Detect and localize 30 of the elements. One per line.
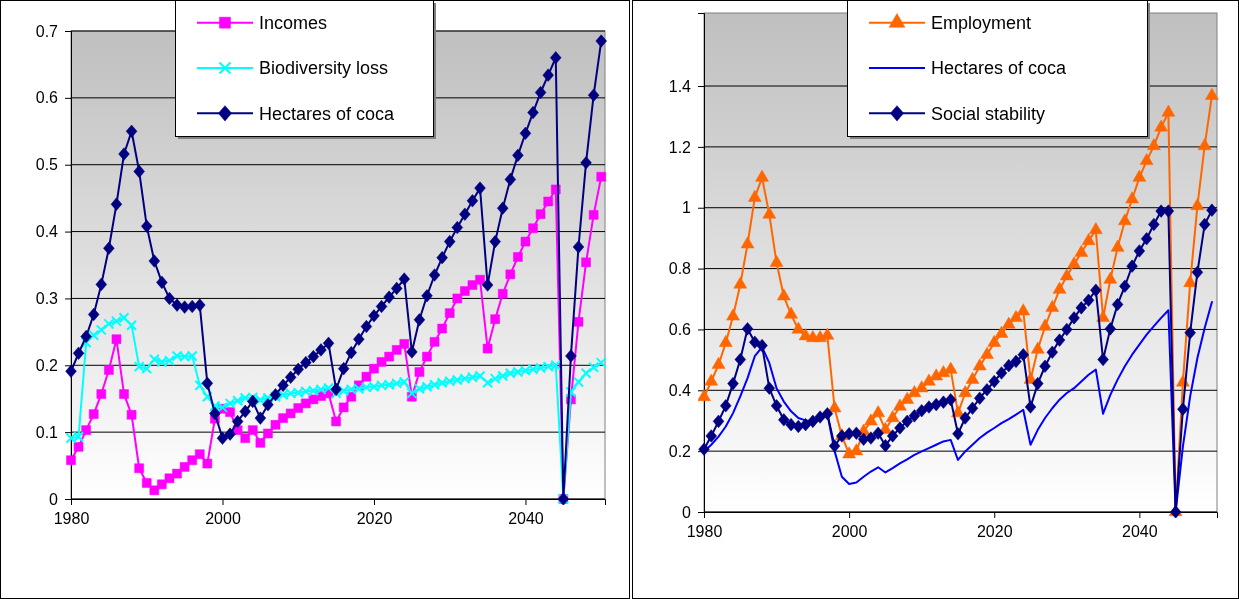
y-tick-label: 0 <box>682 503 692 521</box>
y-tick-label: 0.5 <box>35 156 59 174</box>
y-tick-label: 1.4 <box>668 77 692 95</box>
y-tick-label: 0.6 <box>668 321 692 339</box>
legend-label: Hectares of coca <box>931 58 1068 79</box>
x-tick-label: 2000 <box>205 510 241 527</box>
x-tick-label: 2040 <box>508 510 544 527</box>
x-tick-label: 2020 <box>976 523 1013 540</box>
y-tick-label: 0.7 <box>35 22 59 40</box>
y-tick-label: 0.4 <box>35 223 59 241</box>
x-tick-label: 2000 <box>831 523 868 540</box>
x-tick-label: 2040 <box>1122 523 1158 540</box>
y-tick-label: 0.3 <box>35 290 59 308</box>
legend-label: Biodiversity loss <box>259 58 389 79</box>
y-tick-label: 0.8 <box>668 260 692 278</box>
legend-label: Incomes <box>259 12 328 33</box>
y-tick-label: 0 <box>49 490 59 508</box>
y-tick-label: 0.1 <box>35 423 59 441</box>
x-tick-label: 1980 <box>686 523 723 540</box>
x-tick-label: 2020 <box>356 510 393 527</box>
legend-label: Social stability <box>931 103 1046 124</box>
y-tick-label: 1.2 <box>668 138 692 156</box>
y-tick-label: 0.2 <box>35 356 59 374</box>
y-tick-label: 0.4 <box>668 381 692 399</box>
legend-label: Employment <box>931 12 1032 33</box>
y-tick-label: 0.2 <box>668 442 692 460</box>
x-tick-label: 1980 <box>53 510 90 527</box>
legend-label: Hectares of coca <box>259 103 396 124</box>
y-tick-label: 1 <box>682 199 692 217</box>
y-tick-label: 0.6 <box>35 89 59 107</box>
